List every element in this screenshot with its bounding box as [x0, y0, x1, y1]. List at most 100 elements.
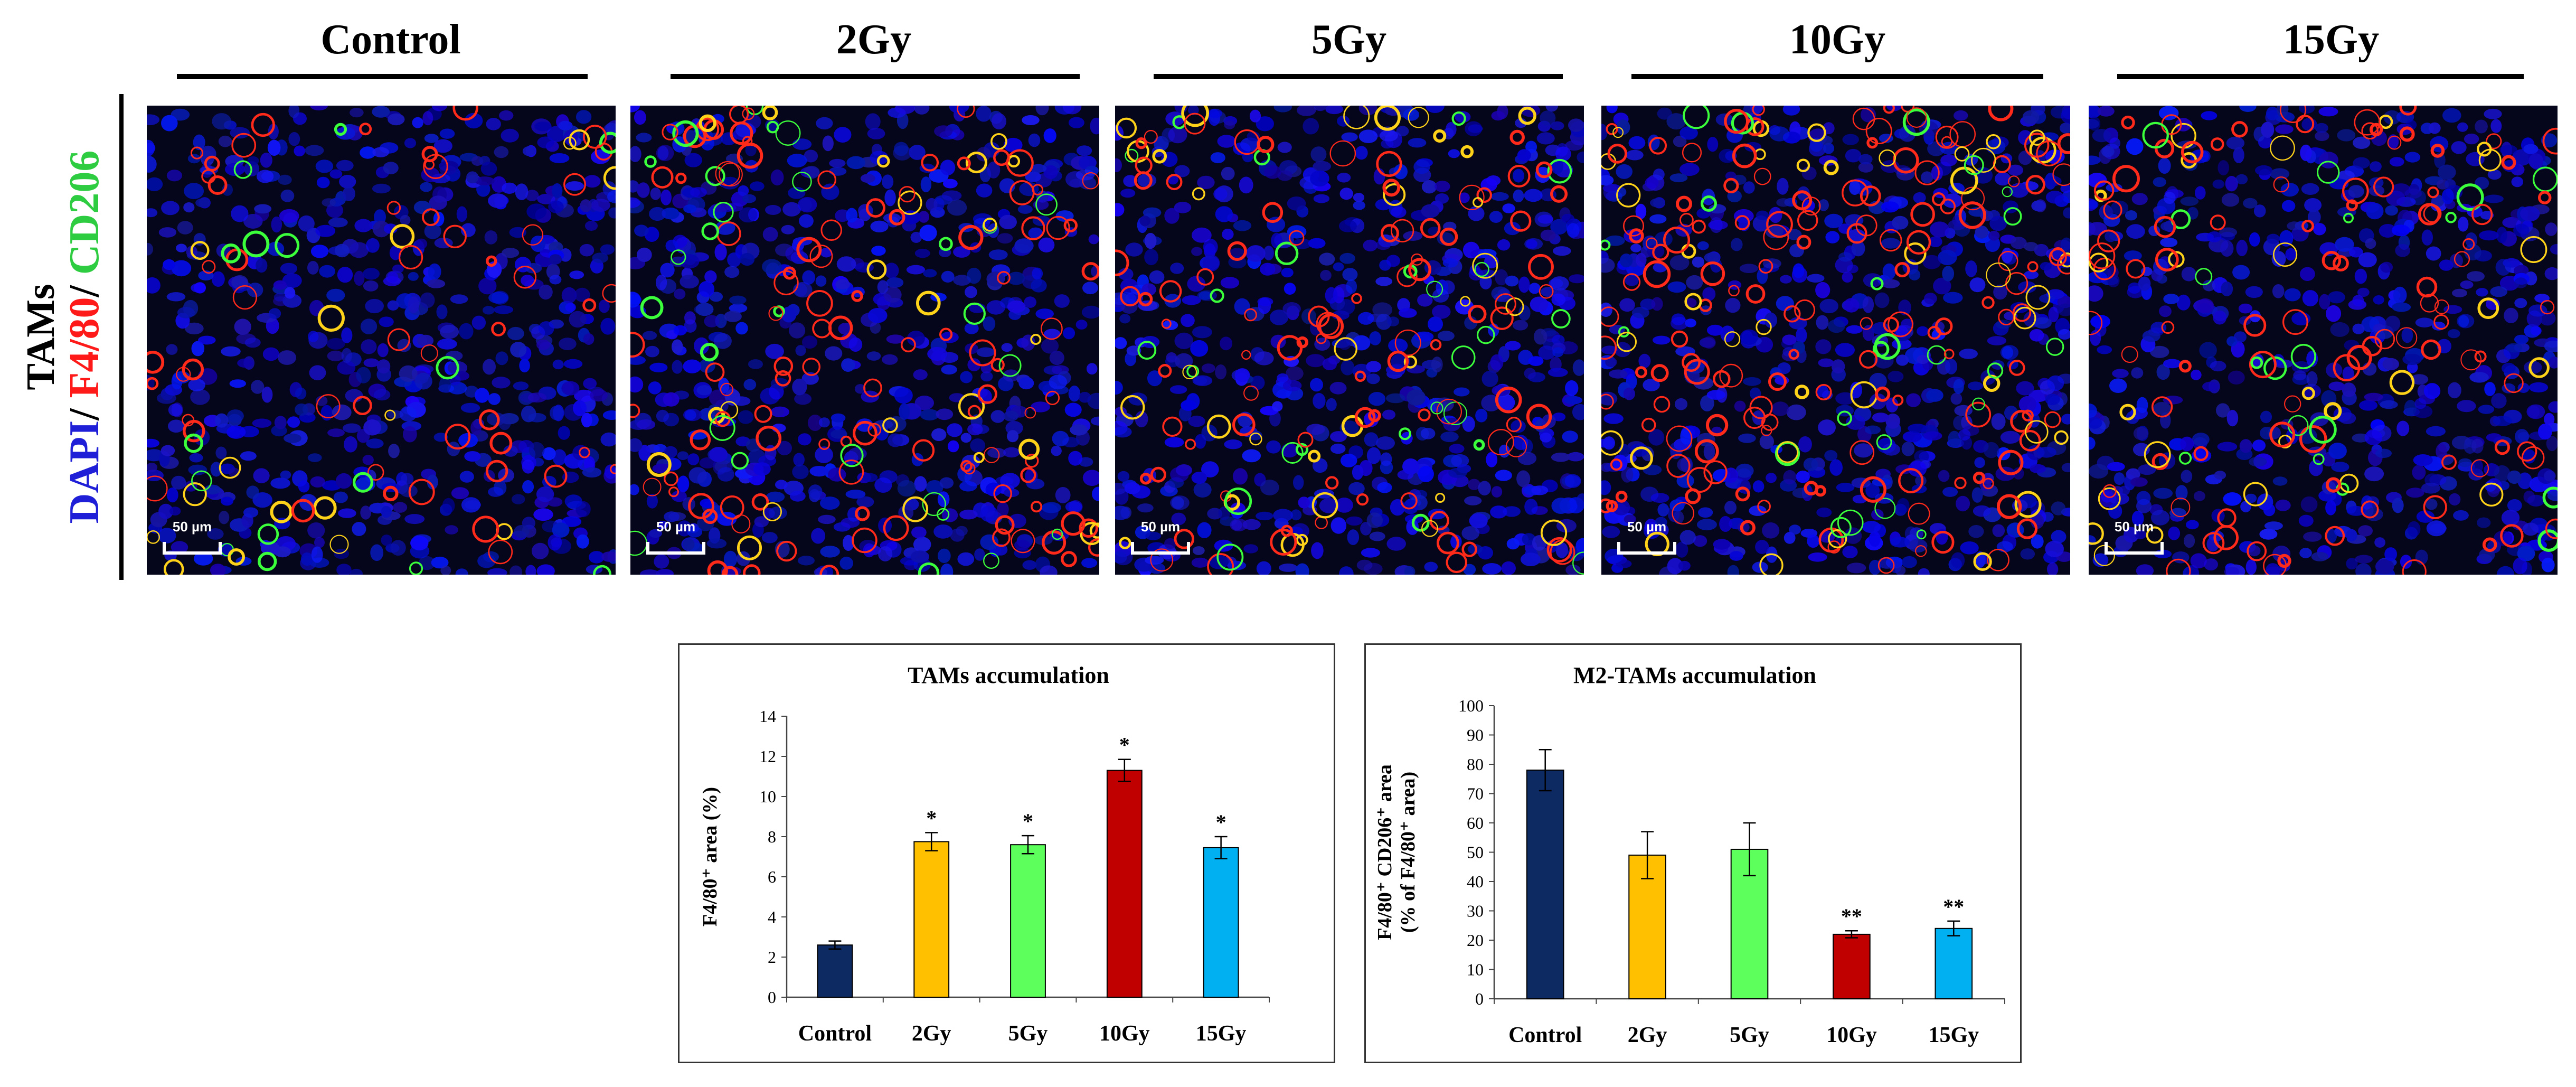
nucleus: [2158, 106, 2179, 120]
row-label-sep2: /: [61, 275, 108, 297]
macrophage: [1031, 501, 1043, 513]
macrophage: [1443, 401, 1467, 425]
macrophage: [386, 201, 401, 215]
nucleus: [488, 486, 504, 497]
y-tick-label: 60: [1467, 813, 1484, 832]
nucleus: [1120, 189, 1136, 198]
scale-bar-label: 50 µm: [2114, 519, 2154, 535]
nucleus: [818, 417, 830, 428]
macrophage: [1411, 513, 1430, 532]
macrophage: [742, 107, 755, 120]
nucleus: [1858, 154, 1873, 165]
macrophage: [1692, 219, 1706, 234]
macrophage: [992, 528, 1011, 547]
macrophage: [2482, 537, 2497, 552]
nucleus: [342, 186, 355, 201]
nucleus: [1369, 331, 1382, 345]
nucleus: [280, 189, 295, 202]
macrophage: [2313, 453, 2325, 465]
macrophage: [1877, 557, 1895, 574]
scale-bar: 50 µm: [646, 519, 705, 555]
nucleus: [538, 321, 554, 336]
nucleus: [1090, 117, 1099, 135]
nucleus: [352, 522, 366, 536]
nucleus: [1092, 486, 1099, 501]
nucleus: [1881, 201, 1899, 213]
nucleus: [1342, 268, 1358, 282]
nucleus: [2318, 152, 2338, 168]
nucleus: [1003, 410, 1018, 421]
nucleus: [1958, 429, 1971, 441]
macrophage: [1601, 306, 1619, 327]
micrograph-texture: [1115, 106, 1584, 575]
nucleus: [1516, 470, 1531, 488]
macrophage: [2460, 349, 2482, 371]
nucleus: [649, 529, 662, 538]
macrophage: [489, 432, 513, 455]
macrophage: [1551, 309, 1571, 329]
nucleus: [862, 473, 878, 482]
macrophage: [646, 452, 672, 477]
nucleus: [762, 259, 782, 274]
nucleus: [2057, 304, 2070, 316]
nucleus: [941, 190, 962, 201]
nucleus: [2374, 537, 2385, 548]
nucleus: [2358, 525, 2373, 537]
nucleus: [1088, 234, 1099, 245]
macrophage: [1451, 345, 1476, 370]
macrophage: [2119, 404, 2136, 420]
nucleus: [1764, 312, 1777, 328]
nucleus: [420, 292, 435, 308]
significance-marker: **: [1841, 904, 1862, 928]
nucleus: [946, 423, 963, 437]
nucleus: [1420, 427, 1436, 439]
group-underline-2gy: [671, 74, 1080, 79]
nucleus: [1233, 220, 1252, 231]
nucleus: [515, 183, 529, 200]
macrophage: [1874, 333, 1901, 360]
macrophage: [730, 121, 753, 145]
nucleus: [1601, 302, 1613, 317]
nucleus: [1220, 336, 1233, 351]
nucleus: [2331, 462, 2349, 472]
nucleus: [1533, 329, 1548, 345]
macrophage: [2089, 311, 2103, 335]
nucleus: [1784, 532, 1796, 544]
nucleus: [688, 467, 707, 484]
nucleus: [2478, 405, 2495, 414]
nucleus: [2404, 152, 2421, 163]
macrophage: [1965, 401, 1992, 428]
nucleus: [1526, 239, 1537, 249]
macrophage: [2263, 356, 2287, 380]
nucleus: [2131, 193, 2148, 205]
nucleus: [455, 568, 468, 575]
nucleus: [252, 418, 272, 428]
nucleus: [2218, 160, 2229, 176]
macrophage: [2195, 268, 2213, 286]
macrophage: [2542, 486, 2558, 509]
nucleus: [2355, 555, 2373, 564]
nucleus: [1217, 135, 1236, 148]
macrophage: [812, 318, 832, 339]
nucleus: [1220, 277, 1240, 289]
nucleus: [1807, 534, 1820, 548]
nucleus: [848, 447, 867, 460]
macrophage: [2178, 452, 2192, 465]
nucleus: [665, 239, 678, 252]
nucleus: [1469, 513, 1488, 529]
nucleus: [1421, 180, 1437, 194]
y-tick-label: 6: [768, 867, 776, 886]
nucleus: [1842, 271, 1853, 283]
macrophage: [2102, 484, 2117, 498]
nucleus: [1854, 443, 1873, 458]
nucleus: [393, 502, 408, 513]
nucleus: [278, 350, 296, 365]
macrophage: [2433, 314, 2449, 330]
macrophage: [478, 409, 500, 430]
nucleus: [828, 167, 847, 176]
nucleus: [298, 480, 310, 493]
nucleus: [1666, 113, 1686, 130]
nucleus: [1707, 137, 1719, 152]
nucleus: [1849, 181, 1861, 195]
nucleus: [397, 339, 411, 352]
